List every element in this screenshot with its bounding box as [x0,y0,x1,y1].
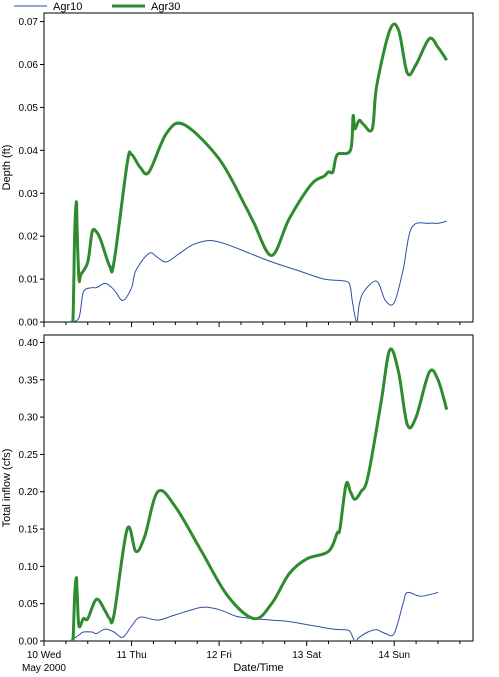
inflow-series-agr30 [68,347,449,641]
inflow-plot-frame [43,334,474,642]
depth-ytick-label: 0.04 [19,146,39,157]
depth-ytick-label: 0.07 [19,17,39,28]
xtick-label: 10 Wed [27,650,61,661]
depth-ytick-label: 0.06 [19,60,39,71]
xtick-year-label: May 2000 [22,663,66,674]
xtick-label: 11 Thu [116,650,146,661]
inflow-ytick-label: 0.05 [19,599,39,610]
depth-plot-frame [43,12,474,323]
inflow-ytick-label: 0.00 [19,637,39,648]
inflow-ytick-label: 0.15 [19,525,39,536]
inflow-ytick-label: 0.25 [19,450,39,461]
depth-ytick-label: 0.00 [19,318,39,329]
depth-ytick-label: 0.01 [19,275,39,286]
inflow-ytick-label: 0.40 [19,338,39,349]
xtick-label: 12 Fri [206,650,232,661]
legend-label-agr30: Agr30 [151,1,180,13]
xlabel: Date/Time [233,662,283,674]
depth-series-agr10 [70,220,447,322]
inflow-ytick-label: 0.10 [19,562,39,573]
depth-ytick-label: 0.02 [19,232,39,243]
inflow-ytick-label: 0.30 [19,413,39,424]
inflow-series-agr10 [70,591,439,641]
depth-ytick-label: 0.03 [19,189,39,200]
xtick-label: 14 Sun [378,650,410,661]
inflow-ytick-label: 0.35 [19,375,39,386]
inflow-ytick-label: 0.20 [19,487,39,498]
depth-series-agr30 [68,22,448,322]
depth-ylabel: Depth (ft) [1,145,13,191]
xtick-label: 13 Sat [292,650,321,661]
inflow-ylabel: Total inflow (cfs) [1,449,13,528]
legend-label-agr10: Agr10 [53,1,82,13]
depth-ytick-label: 0.05 [19,103,39,114]
